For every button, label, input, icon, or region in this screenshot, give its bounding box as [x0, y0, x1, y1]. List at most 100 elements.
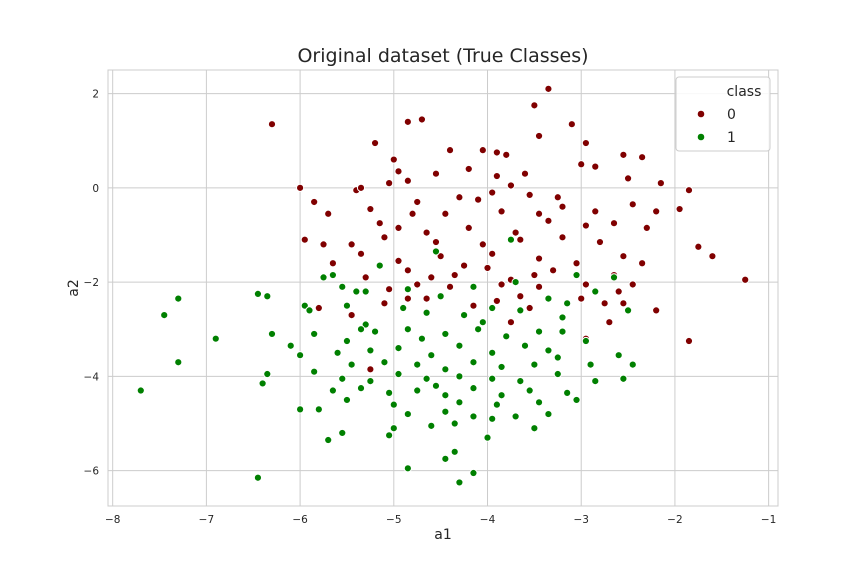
x-tick-label: −8: [105, 514, 120, 526]
legend-entries: 01: [696, 107, 736, 146]
data-point-class-1: [511, 412, 520, 421]
data-point-class-0: [534, 131, 544, 141]
data-point-class-0: [591, 162, 600, 171]
data-point-class-1: [441, 407, 450, 416]
data-point-class-1: [366, 376, 375, 386]
data-point-class-1: [263, 292, 272, 301]
data-point-class-0: [652, 306, 661, 315]
data-point-class-1: [563, 388, 572, 397]
data-point-class-1: [385, 388, 394, 397]
data-point-class-1: [310, 329, 319, 339]
legend-title: class: [727, 84, 762, 100]
data-point-class-0: [516, 292, 525, 301]
data-point-class-1: [427, 351, 436, 360]
data-point-class-0: [422, 228, 431, 237]
data-point-class-0: [427, 273, 436, 282]
data-point-class-1: [211, 334, 220, 343]
data-point-class-0: [328, 259, 337, 268]
data-point-class-1: [370, 327, 380, 336]
data-point-class-1: [431, 381, 441, 390]
data-point-class-0: [675, 204, 684, 214]
data-point-class-0: [464, 164, 473, 174]
y-tick-label: 0: [92, 183, 99, 195]
data-point-class-1: [553, 369, 562, 379]
data-point-class-0: [572, 259, 581, 268]
chart-title: Original dataset (True Classes): [297, 45, 588, 67]
data-point-class-1: [474, 325, 483, 334]
data-point-class-0: [516, 235, 525, 244]
data-point-class-0: [380, 233, 389, 242]
data-point-class-0: [370, 138, 380, 148]
data-point-class-1: [305, 306, 314, 315]
data-point-class-0: [506, 318, 516, 327]
data-point-class-1: [253, 473, 263, 482]
data-point-class-0: [267, 120, 277, 129]
legend-box: [675, 76, 771, 152]
y-tick-label: −4: [84, 371, 100, 383]
data-point-class-1: [558, 327, 567, 336]
data-point-class-0: [684, 336, 694, 346]
legend-marker-1: [696, 132, 706, 142]
data-point-class-0: [413, 280, 422, 289]
data-point-class-0: [558, 233, 567, 242]
data-point-class-1: [413, 360, 422, 369]
data-point-class-0: [525, 190, 534, 200]
data-point-class-1: [511, 278, 520, 287]
data-point-class-1: [427, 421, 436, 430]
x-tick-label: −3: [573, 514, 588, 526]
data-point-class-0: [394, 167, 403, 176]
data-point-class-1: [263, 369, 272, 379]
data-point-class-0: [459, 261, 469, 270]
data-point-class-1: [553, 353, 562, 362]
data-point-class-1: [366, 346, 375, 355]
data-point-class-1: [581, 336, 591, 346]
data-point-class-0: [530, 270, 539, 280]
data-point-class-1: [441, 391, 450, 400]
data-point-class-1: [314, 405, 323, 414]
data-point-class-0: [403, 117, 412, 126]
data-point-class-1: [492, 400, 501, 409]
data-point-class-1: [338, 428, 347, 438]
data-point-class-1: [488, 374, 497, 383]
data-point-class-0: [483, 263, 492, 273]
data-point-class-1: [347, 360, 356, 369]
data-point-class-1: [389, 424, 398, 433]
data-point-class-0: [581, 138, 591, 148]
points-layer: [136, 84, 750, 487]
x-tick-label: −5: [386, 514, 401, 526]
data-point-class-1: [300, 301, 309, 310]
data-point-class-1: [563, 299, 572, 308]
data-point-class-0: [684, 186, 694, 195]
x-tick-label: −1: [761, 514, 776, 526]
data-point-class-0: [614, 287, 623, 296]
data-point-class-1: [356, 384, 366, 393]
data-point-class-0: [478, 146, 487, 155]
data-point-class-1: [455, 372, 464, 381]
data-point-class-1: [342, 336, 352, 346]
data-point-class-1: [295, 405, 305, 414]
data-point-class-1: [591, 287, 600, 296]
data-point-class-0: [441, 209, 450, 218]
data-point-class-1: [544, 294, 553, 303]
data-point-class-1: [441, 454, 450, 463]
data-point-class-1: [455, 478, 464, 487]
data-point-class-1: [628, 360, 637, 369]
data-point-class-0: [581, 280, 591, 289]
data-point-class-0: [506, 181, 516, 190]
data-point-class-1: [483, 433, 492, 442]
data-point-class-1: [342, 301, 352, 310]
data-point-class-1: [520, 341, 530, 350]
data-point-class-0: [492, 171, 501, 181]
x-tick-label: −7: [199, 514, 214, 526]
data-point-class-1: [586, 360, 595, 369]
data-point-class-1: [338, 282, 347, 291]
data-point-class-0: [656, 179, 665, 188]
data-point-class-0: [511, 228, 520, 237]
data-point-class-1: [469, 384, 478, 393]
data-point-class-0: [295, 183, 305, 192]
data-point-class-0: [628, 200, 637, 209]
data-point-class-1: [455, 341, 464, 350]
data-point-class-0: [600, 299, 609, 308]
data-point-class-0: [394, 223, 403, 233]
data-point-class-0: [417, 115, 427, 124]
